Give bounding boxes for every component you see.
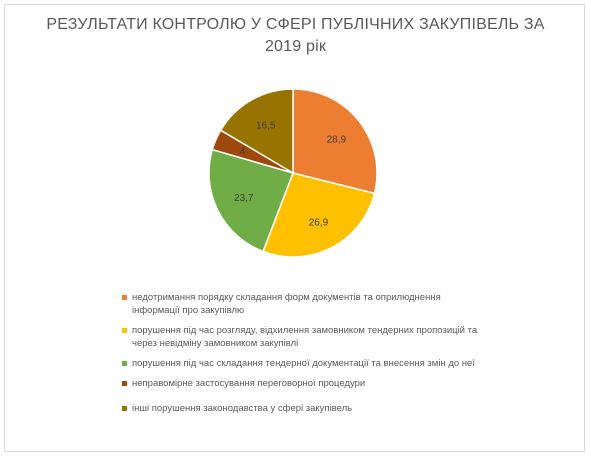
pie-slice — [262, 172, 376, 258]
legend: недотримання порядку складання форм доку… — [122, 291, 482, 422]
legend-label: неправомірне застосування переговорної п… — [132, 378, 366, 389]
legend-swatch — [122, 381, 127, 386]
legend-swatch — [122, 361, 127, 366]
legend-item: неправомірне застосування переговорної п… — [122, 377, 482, 390]
legend-swatch — [122, 328, 127, 333]
chart-title: РЕЗУЛЬТАТИ КОНТРОЛЮ У СФЕРІ ПУБЛІЧНИХ ЗА… — [0, 14, 591, 58]
pie-slice — [208, 148, 294, 253]
legend-swatch — [122, 295, 127, 300]
legend-label: недотримання порядку складання форм доку… — [132, 292, 441, 316]
pie-slice — [219, 88, 294, 175]
pie-chart: 28,9 26,9 23,7 4 16,5 — [208, 88, 378, 258]
legend-label: інші порушення законодавства у сфері зак… — [132, 403, 353, 414]
slice-value-label: 4 — [240, 147, 246, 158]
legend-item: недотримання порядку складання форм доку… — [122, 291, 482, 317]
legend-label: порушення під час розгляду, відхилення з… — [132, 325, 478, 349]
chart-title-line-1: РЕЗУЛЬТАТИ КОНТРОЛЮ У СФЕРІ ПУБЛІЧНИХ ЗА… — [46, 16, 545, 33]
legend-item: порушення під час складання тендерної до… — [122, 357, 482, 370]
slice-value-label: 28,9 — [327, 135, 347, 146]
legend-label: порушення під час складання тендерної до… — [132, 358, 475, 369]
slice-value-label: 16,5 — [256, 121, 276, 132]
legend-swatch — [122, 406, 127, 411]
slice-value-label: 26,9 — [309, 217, 329, 228]
legend-item: порушення під час розгляду, відхилення з… — [122, 324, 482, 350]
slice-value-label: 23,7 — [234, 193, 254, 204]
chart-title-line-2: 2019 рік — [264, 38, 327, 55]
legend-item: інші порушення законодавства у сфері зак… — [122, 402, 482, 415]
pie-slice — [292, 88, 378, 195]
